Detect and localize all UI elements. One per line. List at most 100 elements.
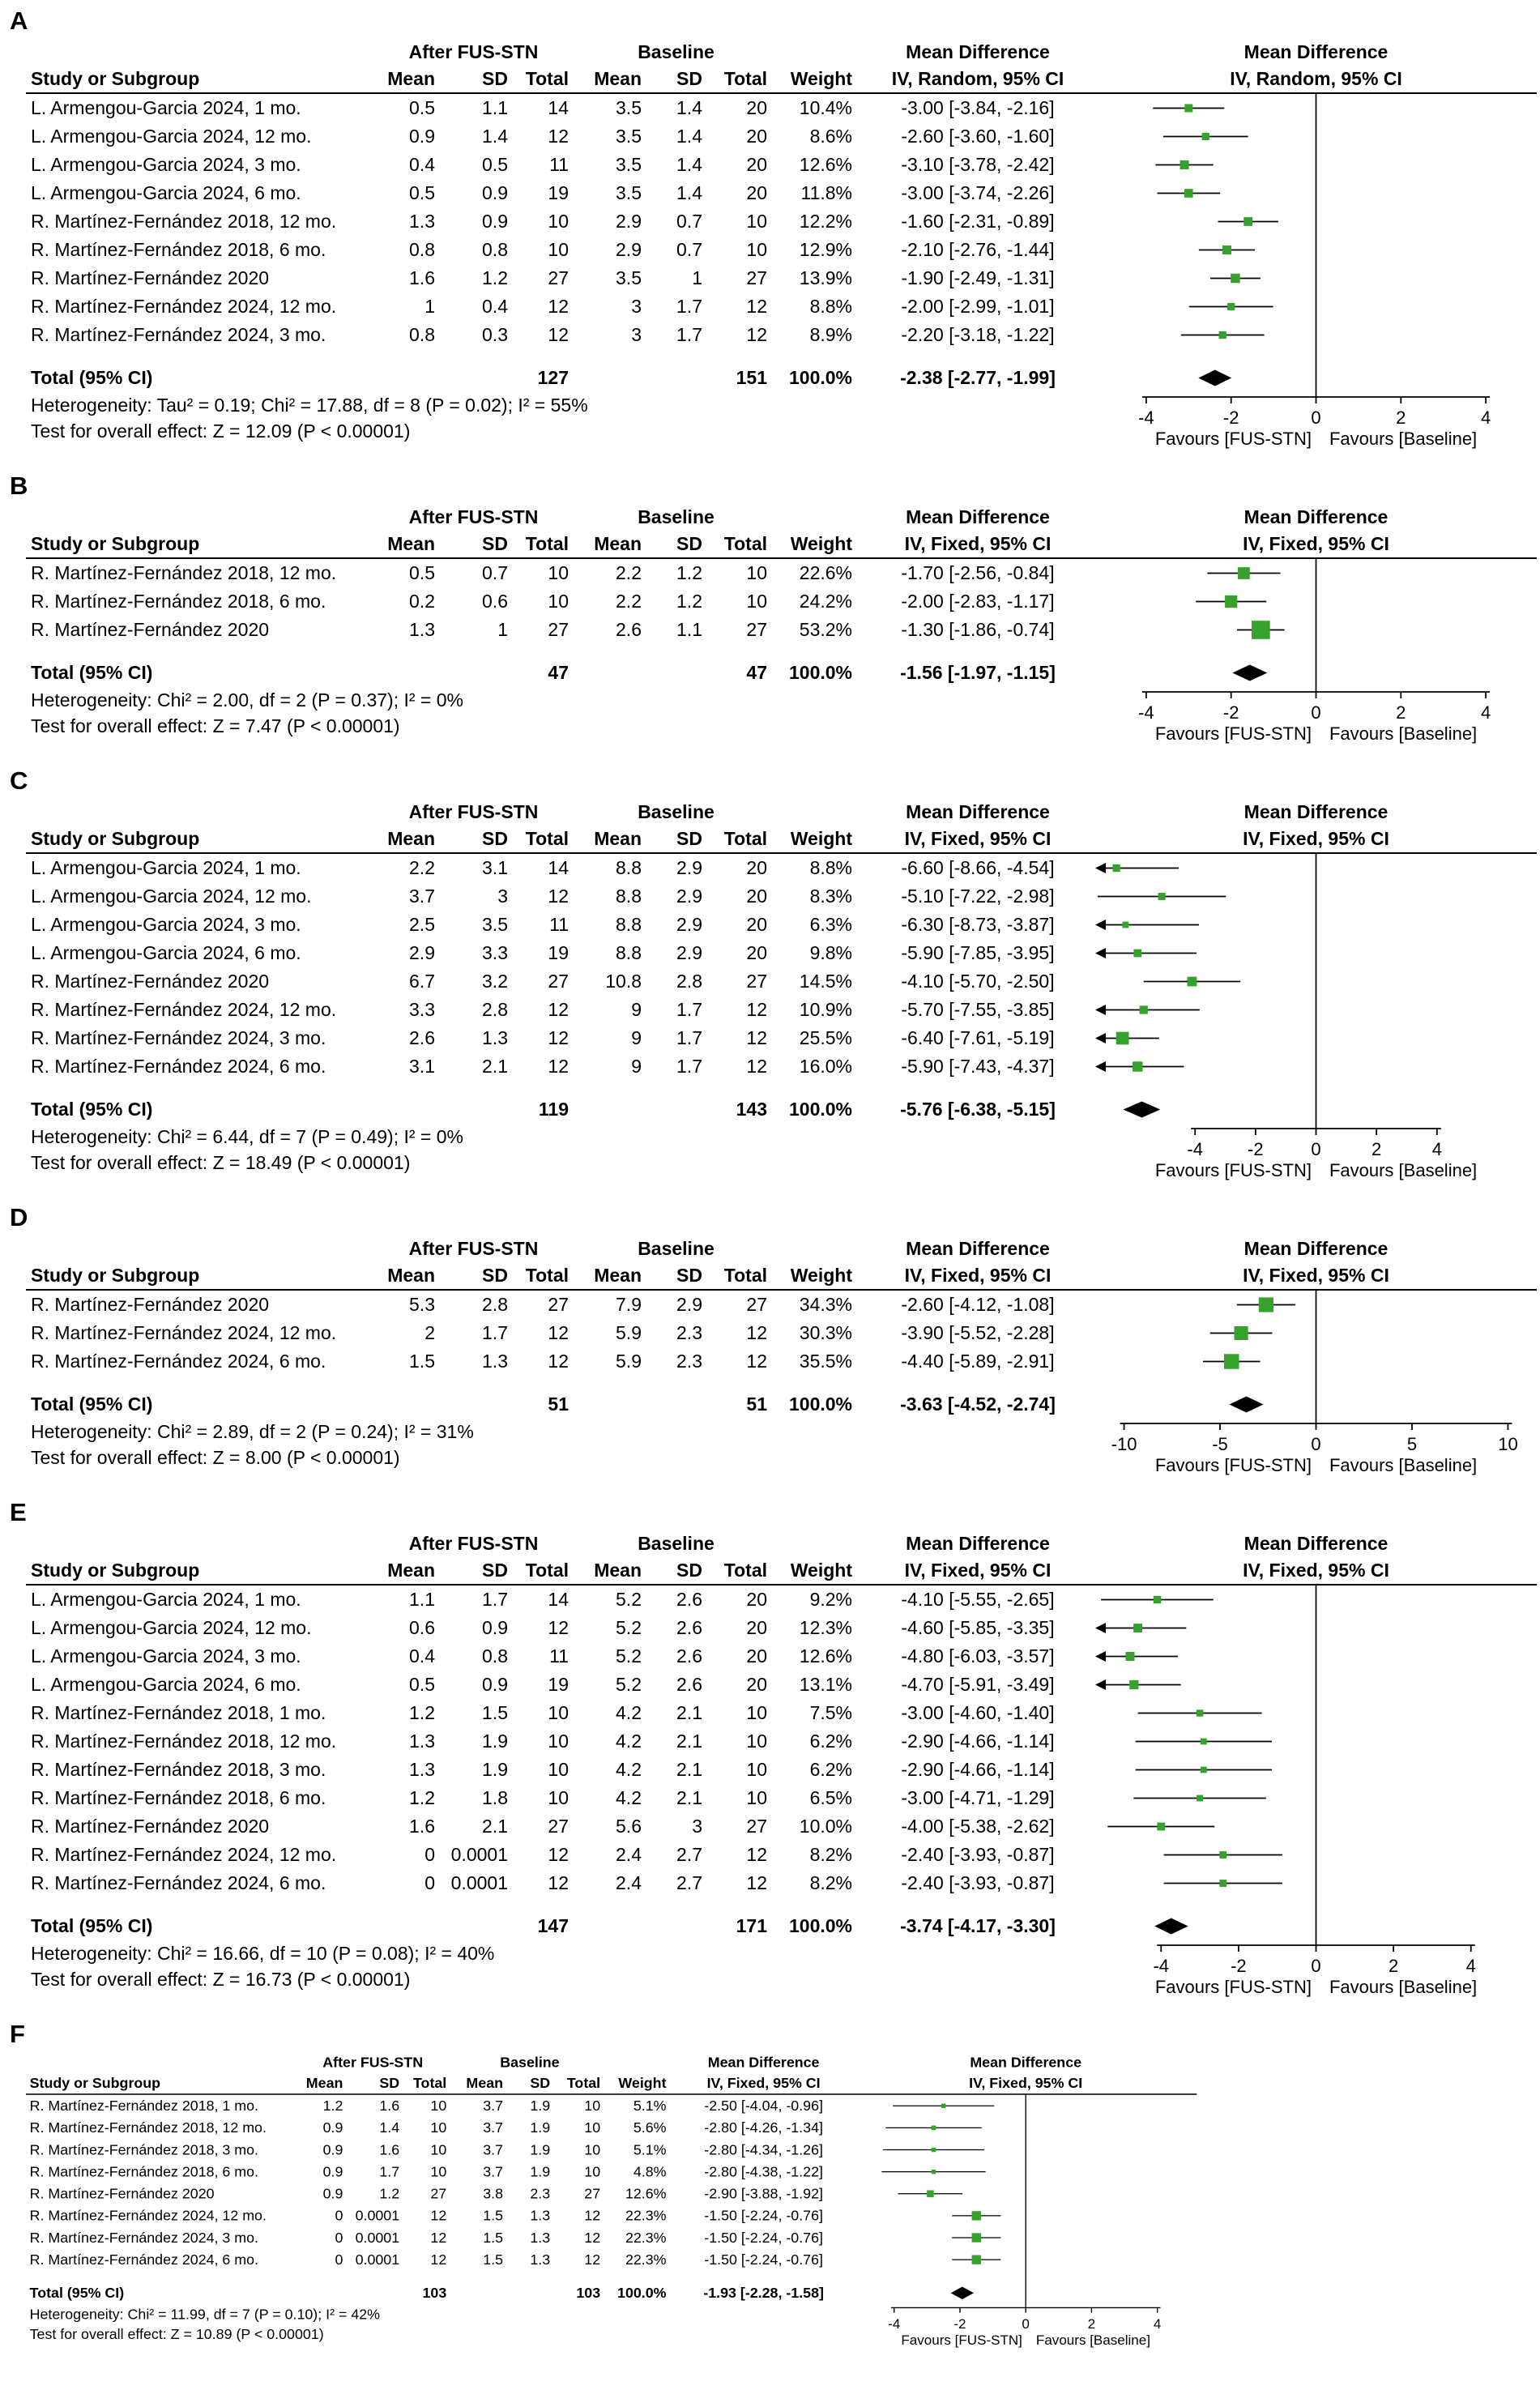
total-label: Total (95% CI)	[31, 1099, 153, 1120]
study-name: L. Armengou-Garcia 2024, 1 mo.	[31, 97, 301, 118]
sd2-value: 2.6	[676, 1674, 702, 1695]
sd1-value: 2.8	[482, 1294, 508, 1315]
total1-value: 27	[548, 1294, 569, 1315]
axis-tick-label: 4	[1481, 408, 1491, 428]
heterogeneity-text: Heterogeneity: Chi² = 6.44, df = 7 (P = …	[31, 1126, 463, 1147]
axis-tick-label: -2	[1231, 1956, 1247, 1976]
group-header-row: After FUS-STN Baseline Mean Difference Mean…	[26, 39, 1537, 66]
col-ci-plot-header: IV, Fixed, 95% CI	[1243, 1560, 1389, 1581]
mean2-value: 2.9	[616, 211, 642, 232]
forest-plot-figure: A After FUS-STN Baseline Mean Difference Mea…	[8, 6, 1540, 2349]
study-name: L. Armengou-Garcia 2024, 3 mo.	[31, 914, 301, 935]
total-weight: 100.0%	[617, 2284, 667, 2301]
sd2-value: 2.3	[530, 2185, 551, 2202]
sd2-value: 2.7	[676, 1844, 702, 1865]
total1-value: 10	[548, 211, 569, 232]
study-row: R. Martínez-Fernández 2024, 3 mo. 0.8 0.3 1…	[26, 321, 1537, 349]
ci-text: -1.30 [-1.86, -0.74]	[901, 619, 1055, 640]
col-total1-header: Total	[525, 828, 569, 849]
effect-marker	[1225, 595, 1238, 608]
study-name: R. Martínez-Fernández 2024, 12 mo.	[31, 296, 337, 317]
col-sd2-header: SD	[676, 68, 702, 89]
ci-text: -3.10 [-3.78, -2.42]	[901, 154, 1055, 175]
total-row: Total (95% CI) 127 151 100.0% -2.38 [-2.77, …	[26, 364, 1537, 392]
total2-value: 27	[746, 971, 767, 992]
col-sd1-header: SD	[482, 533, 508, 554]
axis-tick-label: -4	[1138, 702, 1154, 723]
sd1-value: 0.0001	[450, 1844, 508, 1865]
ci-text: -1.50 [-2.24, -0.76]	[704, 2207, 823, 2224]
ci-text: -5.90 [-7.85, -3.95]	[901, 942, 1055, 963]
total2-value: 12	[746, 296, 767, 317]
sd2-value: 2.6	[676, 1589, 702, 1610]
total1-value: 10	[548, 1759, 569, 1780]
study-row: R. Martínez-Fernández 2024, 6 mo. 1.5 1.3 1…	[26, 1347, 1537, 1376]
col-ci-plot-header: IV, Fixed, 95% CI	[1243, 1265, 1389, 1286]
sd2-value: 2.9	[676, 942, 702, 963]
mean2-value: 3.7	[483, 2119, 503, 2136]
study-name: R. Martínez-Fernández 2024, 3 mo.	[31, 1027, 326, 1048]
total2-value: 10	[746, 211, 767, 232]
ci-text: -2.20 [-3.18, -1.22]	[901, 324, 1055, 345]
weight-value: 12.9%	[799, 239, 852, 260]
study-row: R. Martínez-Fernández 2024, 12 mo. 0 0.000…	[26, 2204, 1197, 2226]
study-name: R. Martínez-Fernández 2024, 12 mo.	[31, 999, 337, 1020]
sd1-value: 1.1	[482, 97, 508, 118]
axis-tick-label: 0	[1311, 1434, 1320, 1454]
total1-value: 27	[548, 971, 569, 992]
md-header-plot: Mean Difference	[1244, 1238, 1389, 1259]
mean2-value: 4.2	[616, 1702, 642, 1723]
sd2-value: 1.7	[676, 1027, 702, 1048]
col-sd1-header: SD	[482, 1265, 508, 1286]
total2-value: 20	[746, 1645, 767, 1667]
panel-scale-wrap-F: After FUS-STN Baseline Mean Difference Mean…	[8, 2052, 1540, 2349]
mean2-value: 3	[631, 296, 642, 317]
study-name: R. Martínez-Fernández 2020	[31, 1816, 270, 1837]
total2-value: 27	[746, 1294, 767, 1315]
study-name: R. Martínez-Fernández 2018, 12 mo.	[31, 211, 337, 232]
total2-value: 12	[746, 1844, 767, 1865]
col-ci-header: IV, Fixed, 95% CI	[904, 533, 1052, 554]
sd2-value: 1.7	[676, 296, 702, 317]
panel-E: E After FUS-STN Baseline Mean Difference Mea…	[8, 1498, 1540, 1999]
effect-marker	[927, 2190, 934, 2198]
mean1-value: 1.5	[409, 1351, 435, 1372]
col-ci-header: IV, Fixed, 95% CI	[904, 1265, 1052, 1286]
col-total2-header: Total	[723, 1560, 767, 1581]
axis-tick-label: 2	[1371, 1139, 1381, 1159]
study-row: R. Martínez-Fernández 2018, 3 mo. 1.3 1.9 1…	[26, 1756, 1537, 1784]
sd2-value: 2.9	[676, 886, 702, 907]
study-row: R. Martínez-Fernández 2020 6.7 3.2 27 10.8 2.…	[26, 967, 1537, 996]
axis-tick-label: 5	[1407, 1434, 1417, 1454]
group1-header: After FUS-STN	[408, 1238, 539, 1259]
effect-marker	[1201, 132, 1209, 141]
col-mean2-header: Mean	[594, 533, 642, 554]
group2-header: Baseline	[638, 1533, 715, 1554]
table-header-C: After FUS-STN Baseline Mean Difference Mean…	[26, 799, 1537, 854]
ci-text: -6.30 [-8.73, -3.87]	[901, 914, 1055, 935]
study-row: R. Martínez-Fernández 2018, 12 mo. 0.5 0.7…	[26, 559, 1537, 587]
ci-text: -1.50 [-2.24, -0.76]	[704, 2229, 823, 2246]
sd1-value: 0.5	[482, 154, 508, 175]
col-study-header: Study or Subgroup	[31, 1265, 200, 1286]
effect-marker	[1158, 893, 1166, 900]
sd1-value: 2.1	[482, 1056, 508, 1077]
col-weight-header: Weight	[790, 1560, 852, 1581]
ci-text: -2.50 [-4.04, -0.96]	[704, 2097, 823, 2114]
total2-value: 20	[746, 154, 767, 175]
col-sd1-header: SD	[482, 828, 508, 849]
total1-value: 12	[548, 126, 569, 147]
sd1-value: 3.5	[482, 914, 508, 935]
study-name: R. Martínez-Fernández 2020	[31, 1294, 270, 1315]
col-mean1-header: Mean	[387, 68, 435, 89]
total-weight: 100.0%	[788, 662, 852, 683]
col-sd2-header: SD	[676, 1265, 702, 1286]
study-row: R. Martínez-Fernández 2018, 3 mo. 0.9 1.6 1…	[26, 2139, 1197, 2161]
sd2-value: 1.9	[530, 2097, 551, 2114]
mean2-value: 5.2	[616, 1674, 642, 1695]
weight-value: 8.6%	[809, 126, 852, 147]
group-header-row: After FUS-STN Baseline Mean Difference Mean…	[26, 799, 1537, 826]
group-header-row: After FUS-STN Baseline Mean Difference Mean…	[26, 1530, 1537, 1557]
total1-value: 14	[548, 1589, 569, 1610]
ci-text: -2.90 [-3.88, -1.92]	[704, 2185, 823, 2202]
